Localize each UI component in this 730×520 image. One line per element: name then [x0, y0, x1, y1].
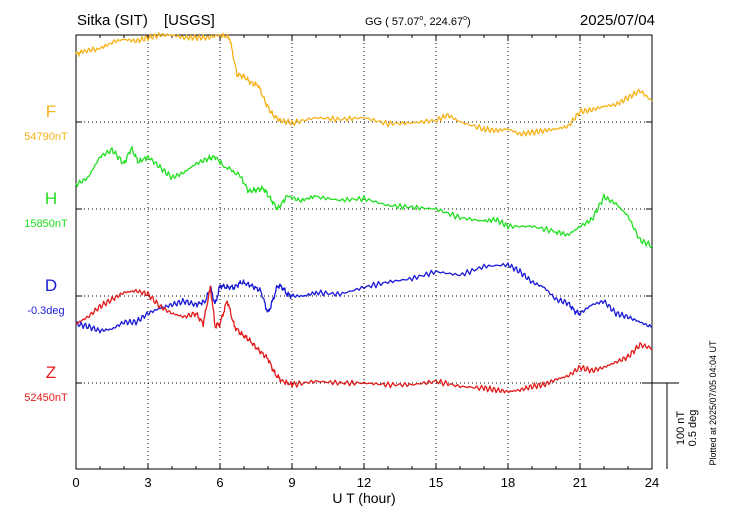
x-axis-label: U T (hour): [332, 490, 395, 506]
coordinates-suffix: ): [467, 16, 471, 28]
series-name-D: D: [45, 276, 57, 295]
x-tick-label: 9: [288, 475, 295, 490]
station-title: Sitka (SIT): [77, 12, 148, 29]
coordinates-prefix: GG ( 57.07: [365, 16, 419, 28]
grid-lines: [76, 35, 652, 469]
x-tick-label: 12: [357, 475, 371, 490]
series-lines: [75, 32, 653, 394]
coordinates-label: GG ( 57.07o, 224.67o): [365, 15, 471, 28]
series-baseline-F: 54790nT: [24, 131, 68, 143]
series-baseline-Z: 52450nT: [24, 392, 68, 404]
series-line-F: [75, 32, 653, 137]
x-tick-label: 15: [429, 475, 443, 490]
x-tick-label: 6: [216, 475, 223, 490]
series-name-H: H: [45, 189, 57, 208]
series-baseline-H: 15850nT: [24, 218, 68, 230]
axis-ticks: 0 3 6 9 12 15 18 21 24: [72, 35, 659, 490]
plotted-at-note: Plotted at 2025/07/05 04:04 UT: [708, 340, 718, 466]
series-line-D: [75, 262, 653, 334]
x-tick-label: 3: [144, 475, 151, 490]
degree-mark-1: o: [419, 15, 423, 22]
series-line-Z: [75, 285, 653, 394]
x-tick-label: 0: [72, 475, 79, 490]
source-label: [USGS]: [164, 12, 215, 29]
x-tick-label: 18: [501, 475, 515, 490]
series-baseline-D: -0.3deg: [27, 305, 64, 317]
coordinates-mid: , 224.67: [423, 16, 463, 28]
series-labels: F 54790nT H 15850nT D -0.3deg Z 52450nT: [24, 102, 68, 404]
series-name-F: F: [46, 102, 56, 121]
date-label: 2025/07/04: [580, 12, 655, 29]
scale-bar-nt-label: 100 nT: [675, 411, 687, 446]
series-line-H: [75, 145, 653, 248]
series-name-Z: Z: [46, 363, 56, 382]
x-tick-label: 24: [645, 475, 659, 490]
degree-mark-2: o: [463, 15, 467, 22]
scale-bar-deg-label: 0.5 deg: [687, 410, 699, 447]
x-tick-label: 21: [573, 475, 587, 490]
